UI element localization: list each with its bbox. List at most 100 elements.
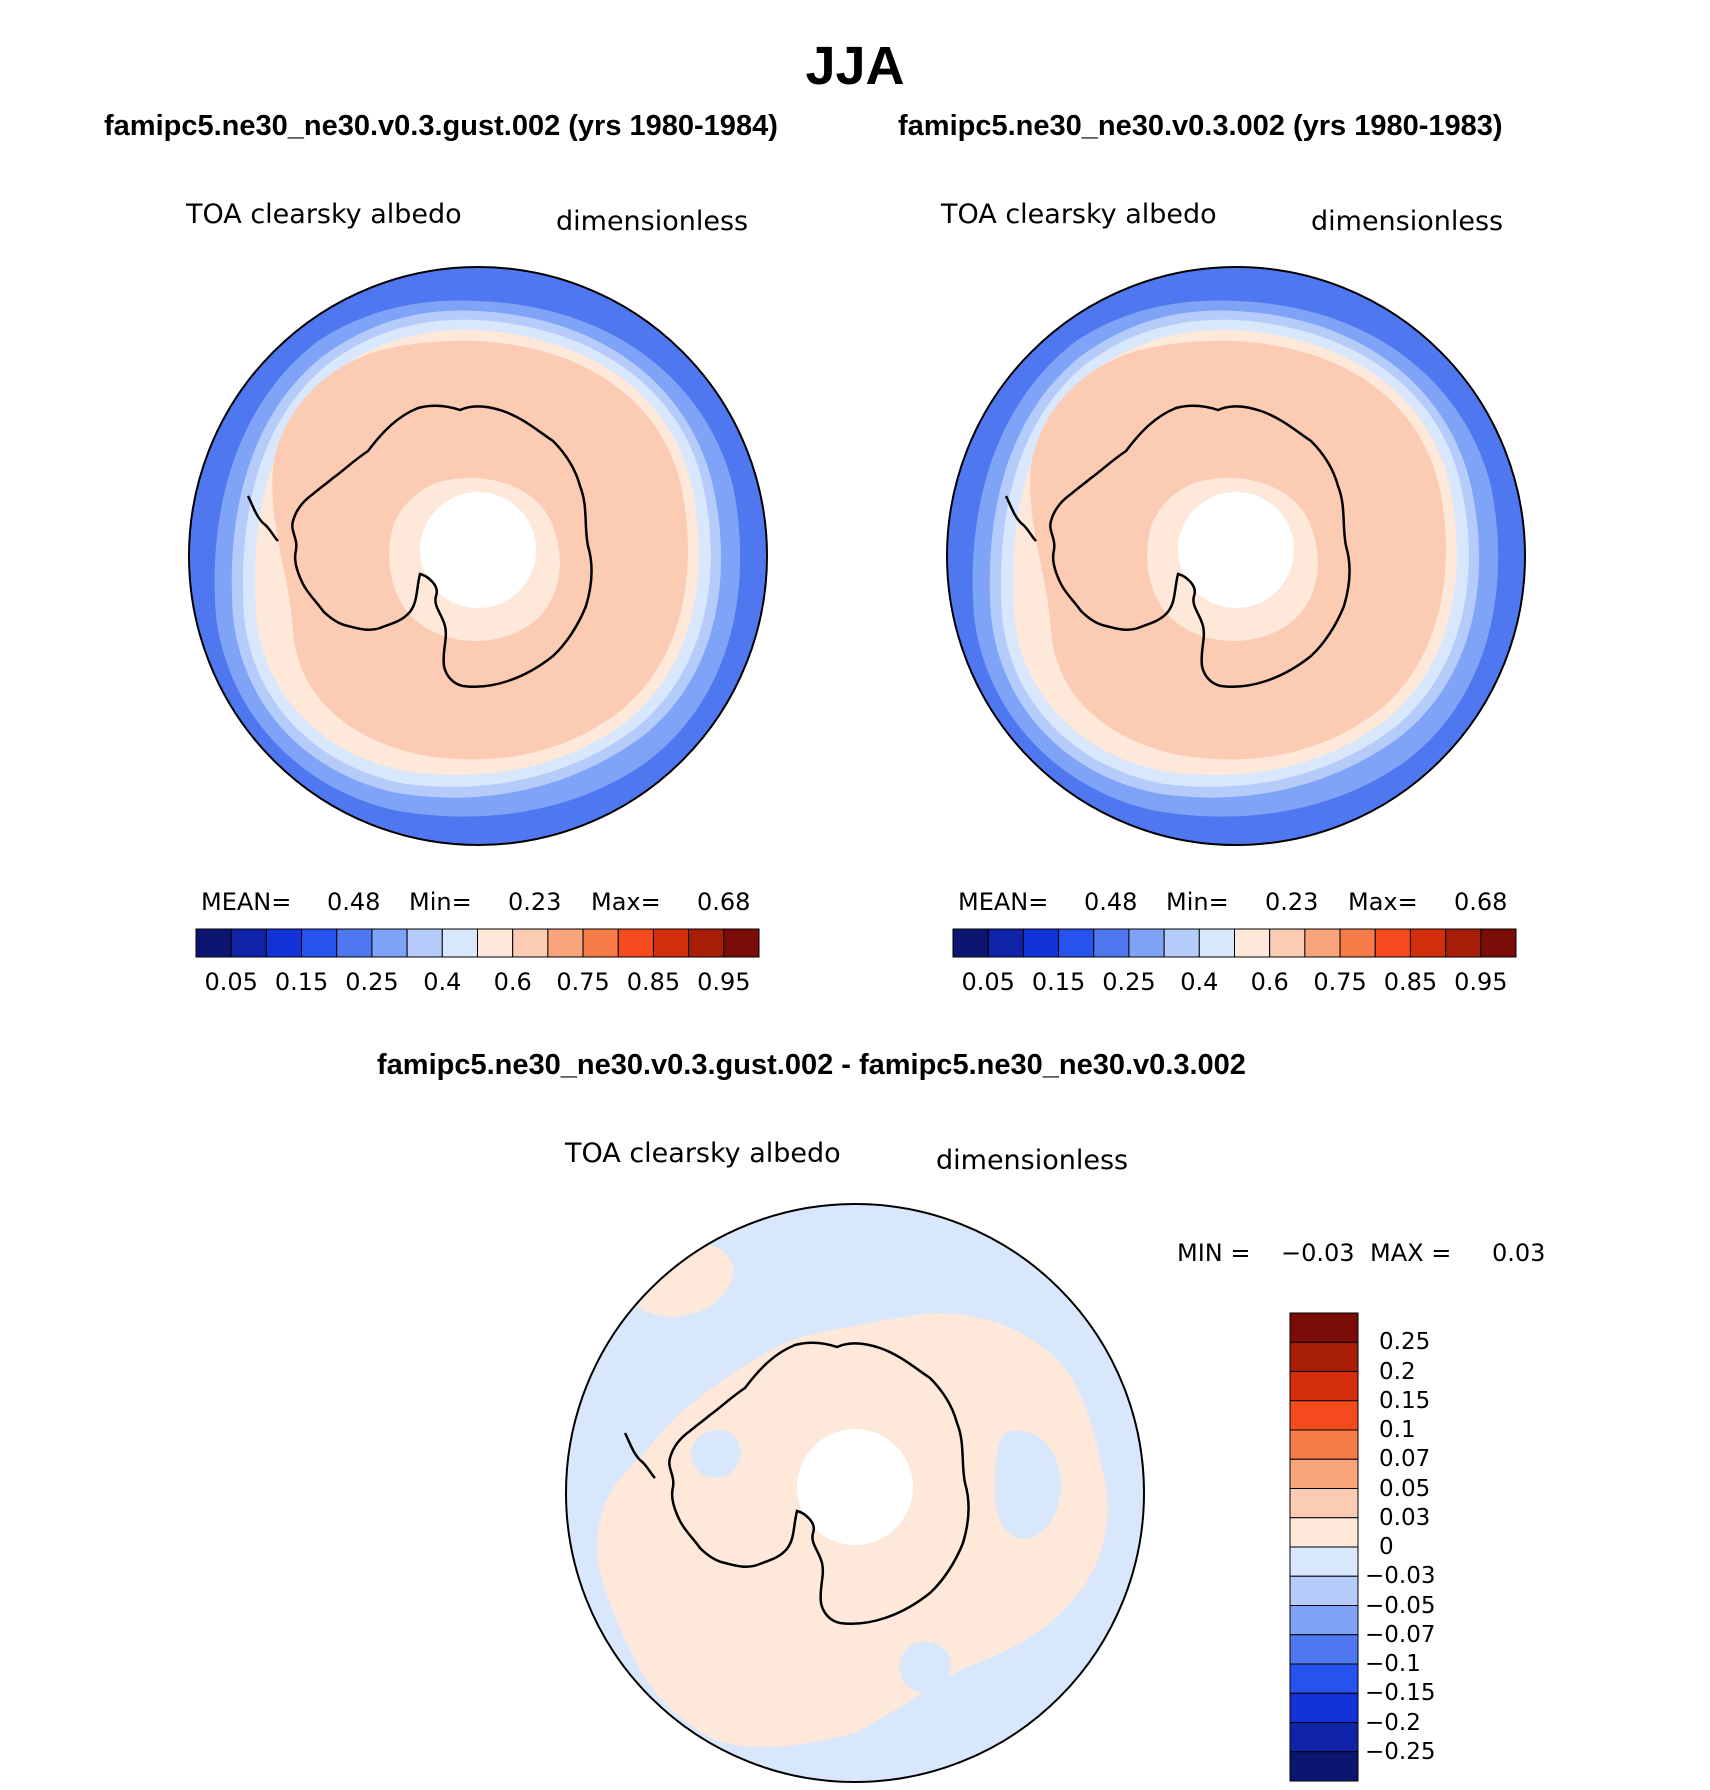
colorbar-swatch <box>1289 1341 1359 1372</box>
colorbar-swatch <box>652 928 690 958</box>
colorbar-tick-label: 0.6 <box>493 968 532 996</box>
left-colorbar-ticks: 0.05 0.15 0.25 0.4 0.6 0.75 0.85 0.95 <box>196 968 759 998</box>
colorbar-swatch <box>547 928 584 958</box>
colorbar-tick-label: 0.6 <box>1250 968 1289 996</box>
colorbar-tick-label: −0.25 <box>1365 1738 1436 1765</box>
left-polar-map <box>188 266 768 846</box>
colorbar-tick-label: −0.15 <box>1365 1680 1436 1707</box>
colorbar-tick-label: 0.75 <box>556 968 610 996</box>
right-min-value: 0.23 <box>1265 888 1319 916</box>
colorbar-tick-label: 0.1 <box>1379 1417 1416 1443</box>
colorbar-tick-label: 0.05 <box>204 968 258 996</box>
colorbar-tick-label: 0.75 <box>1313 968 1367 996</box>
colorbar-tick-label: −0.1 <box>1365 1651 1421 1677</box>
right-max-label: Max= <box>1348 888 1418 916</box>
colorbar-swatch <box>336 928 373 958</box>
colorbar-swatch <box>1480 928 1517 958</box>
colorbar-tick-label: 0.95 <box>697 968 751 996</box>
colorbar-swatch <box>1022 928 1060 958</box>
colorbar-tick-label: 0.25 <box>1379 1329 1431 1356</box>
colorbar-swatch <box>230 928 267 958</box>
right-max-value: 0.68 <box>1454 888 1508 916</box>
colorbar-swatch <box>1409 928 1447 958</box>
right-polar-map <box>946 266 1526 846</box>
colorbar-tick-label: −0.2 <box>1365 1709 1421 1736</box>
diff-case-title: famipc5.ne30_ne30.v0.3.gust.002 - famipc… <box>377 1049 1246 1081</box>
colorbar-swatch <box>1128 928 1165 958</box>
colorbar-swatch <box>617 928 654 958</box>
colorbar-swatch <box>1269 928 1306 958</box>
left-pole-hole <box>420 492 536 608</box>
colorbar-swatch <box>582 928 619 958</box>
colorbar-swatch <box>1234 928 1271 958</box>
colorbar-swatch <box>1163 928 1200 958</box>
colorbar-swatch <box>1289 1488 1359 1519</box>
colorbar-tick-label: 0.25 <box>345 968 399 996</box>
colorbar-tick-label: 0.85 <box>626 968 681 996</box>
colorbar-swatch <box>1289 1751 1359 1782</box>
colorbar-tick-label: 0.4 <box>1180 968 1219 996</box>
colorbar-swatch <box>371 928 408 958</box>
right-variable-label: TOA clearsky albedo <box>941 199 1217 230</box>
colorbar-tick-label: 0.25 <box>1102 968 1156 996</box>
right-colorbar <box>952 928 1517 958</box>
diff-min-value: −0.03 <box>1281 1239 1355 1267</box>
colorbar-swatch <box>1058 928 1095 958</box>
colorbar-swatch <box>1374 928 1411 958</box>
colorbar-swatch <box>1289 1692 1359 1723</box>
colorbar-swatch <box>265 928 303 958</box>
right-units-label: dimensionless <box>1311 206 1504 237</box>
colorbar-swatch <box>1289 1400 1359 1431</box>
colorbar-swatch <box>987 928 1024 958</box>
colorbar-tick-label: 0.15 <box>1379 1387 1431 1414</box>
page-title: JJA <box>805 36 905 96</box>
right-pole-hole <box>1178 492 1294 608</box>
colorbar-tick-label: 0.85 <box>1383 968 1438 996</box>
colorbar-swatch <box>1304 928 1341 958</box>
colorbar-tick-label: 0.95 <box>1454 968 1508 996</box>
colorbar-tick-label: 0.4 <box>423 968 462 996</box>
diff-polar-map <box>565 1203 1145 1783</box>
colorbar-tick-label: 0.15 <box>274 968 329 996</box>
colorbar-swatch <box>1289 1663 1359 1694</box>
diff-negative-patch-1 <box>995 1430 1061 1539</box>
colorbar-tick-label: 0.2 <box>1379 1358 1416 1385</box>
diff-variable-label: TOA clearsky albedo <box>565 1138 841 1169</box>
left-variable-label: TOA clearsky albedo <box>186 199 462 230</box>
colorbar-swatch <box>1289 1634 1359 1665</box>
colorbar-swatch <box>195 928 232 958</box>
left-mean-label: MEAN= <box>201 888 292 916</box>
colorbar-swatch <box>477 928 514 958</box>
colorbar-swatch <box>301 928 338 958</box>
colorbar-swatch <box>1289 1605 1359 1636</box>
colorbar-swatch <box>1445 928 1482 958</box>
colorbar-tick-label: 0.03 <box>1379 1504 1431 1531</box>
colorbar-swatch <box>512 928 549 958</box>
left-units-label: dimensionless <box>556 206 749 237</box>
colorbar-swatch <box>952 928 989 958</box>
diff-colorbar-ticks: 0.25 0.2 0.15 0.1 0.07 0.05 0.03 0 −0.03 −0.05 −0.… <box>1365 1313 1485 1781</box>
colorbar-swatch <box>1289 1429 1359 1460</box>
diff-pole-hole <box>797 1429 913 1545</box>
right-case-title: famipc5.ne30_ne30.v0.3.002 (yrs 1980-198… <box>898 110 1503 142</box>
colorbar-swatch <box>1289 1546 1359 1577</box>
colorbar-swatch <box>688 928 725 958</box>
colorbar-tick-label: 0.05 <box>1379 1475 1431 1502</box>
colorbar-tick-label: −0.03 <box>1365 1563 1436 1590</box>
colorbar-tick-label: −0.07 <box>1365 1621 1436 1648</box>
right-mean-label: MEAN= <box>958 888 1049 916</box>
colorbar-swatch <box>1093 928 1130 958</box>
colorbar-tick-label: −0.05 <box>1365 1592 1436 1619</box>
colorbar-swatch <box>723 928 760 958</box>
left-min-label: Min= <box>409 888 472 916</box>
colorbar-swatch <box>406 928 443 958</box>
left-colorbar <box>195 928 760 958</box>
left-case-title: famipc5.ne30_ne30.v0.3.gust.002 (yrs 198… <box>104 110 778 142</box>
colorbar-swatch <box>1289 1517 1359 1548</box>
diff-colorbar <box>1289 1312 1359 1782</box>
colorbar-tick-label: 0.07 <box>1379 1446 1431 1473</box>
diff-units-label: dimensionless <box>936 1145 1129 1176</box>
colorbar-swatch <box>1289 1575 1359 1606</box>
left-min-value: 0.23 <box>508 888 562 916</box>
left-max-value: 0.68 <box>697 888 751 916</box>
